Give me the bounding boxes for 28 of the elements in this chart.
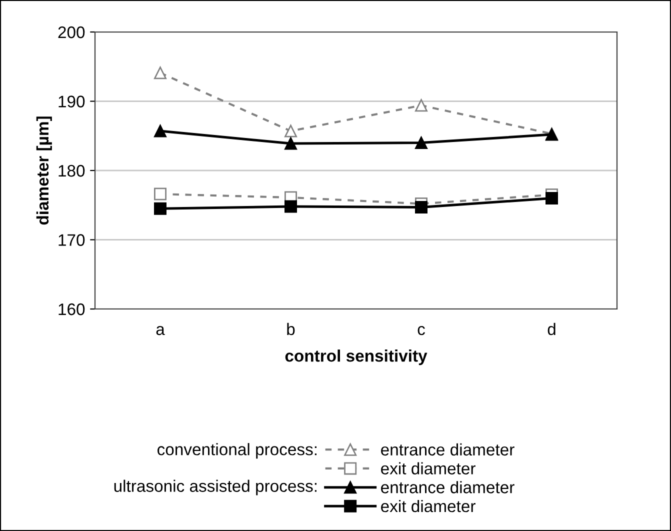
legend-label: exit diameter xyxy=(381,462,476,474)
x-tick-label: c xyxy=(418,326,425,336)
y-tick-label: 170 xyxy=(58,234,85,246)
x-tick-label: b xyxy=(287,322,295,336)
y-tick-label: 160 xyxy=(58,303,85,316)
point xyxy=(284,137,297,150)
text: ultrasonic assisted process: xyxy=(114,480,316,496)
y-tick-label: 190 xyxy=(58,96,85,108)
text: conventional process: xyxy=(158,443,316,459)
legend-label: exit diameter xyxy=(381,500,476,512)
x-axis-title: control sensitivity xyxy=(285,350,428,366)
legend-label: entrance diameter xyxy=(381,481,514,494)
point xyxy=(284,124,297,138)
y-tick-label: 180 xyxy=(58,164,85,177)
point xyxy=(546,192,558,204)
point xyxy=(415,99,428,112)
point xyxy=(154,188,166,200)
x-tick-label: a xyxy=(156,326,165,336)
point xyxy=(154,124,166,138)
x-tick-label: d xyxy=(548,322,556,336)
y-tick-label: 200 xyxy=(58,26,85,38)
point xyxy=(154,66,166,80)
point xyxy=(154,202,166,215)
point xyxy=(415,200,428,214)
y-axis-title: diameter [µm] xyxy=(36,116,52,225)
point xyxy=(415,136,428,150)
point xyxy=(284,200,297,213)
legend-label: entrance diameter xyxy=(381,443,514,456)
